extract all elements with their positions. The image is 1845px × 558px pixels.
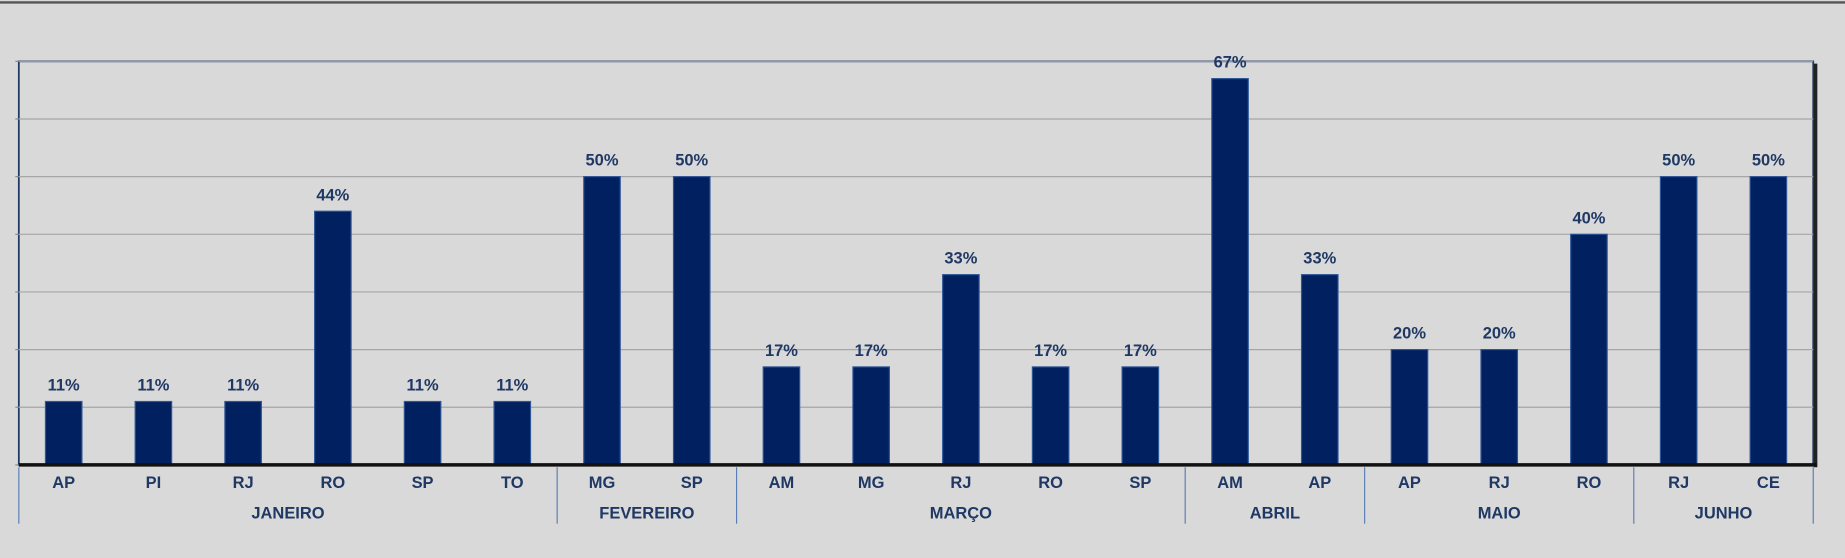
bar — [1121, 366, 1160, 466]
value-label: 50% — [586, 152, 619, 170]
bar — [1300, 274, 1339, 466]
x-tick-label: RO — [1038, 474, 1063, 492]
bar — [224, 400, 262, 466]
bar — [1211, 78, 1249, 466]
bar — [403, 400, 442, 466]
x-tick-label: SP — [681, 474, 703, 492]
x-tick-label: AP — [1308, 474, 1331, 492]
bar — [1031, 366, 1070, 466]
x-tick-label: RO — [320, 474, 345, 492]
value-label: 67% — [1214, 54, 1247, 72]
value-label: 11% — [137, 377, 169, 395]
group-label: FEVEREIRO — [599, 505, 694, 523]
x-tick-label: RJ — [233, 474, 254, 492]
value-label: 17% — [855, 342, 888, 360]
value-label: 50% — [675, 152, 708, 170]
group-label: JUNHO — [1695, 505, 1753, 523]
value-label: 40% — [1572, 209, 1605, 227]
value-label: 33% — [944, 250, 977, 268]
value-label: 11% — [407, 377, 439, 395]
value-label: 11% — [227, 377, 259, 395]
x-tick-label: SP — [1129, 474, 1151, 492]
x-tick-label: SP — [412, 474, 434, 492]
x-tick-label: RJ — [950, 474, 971, 492]
value-label: 50% — [1662, 152, 1695, 170]
x-tick-label: TO — [501, 474, 524, 492]
bar — [493, 400, 532, 466]
x-tick-label: RJ — [1489, 474, 1510, 492]
bar — [1749, 176, 1788, 466]
x-tick-label: RJ — [1668, 474, 1689, 492]
value-label: 50% — [1752, 152, 1785, 170]
x-tick-label: RO — [1577, 474, 1602, 492]
x-tick-label: AM — [1217, 474, 1243, 492]
x-tick-label: CE — [1757, 474, 1780, 492]
group-label: ABRIL — [1250, 505, 1300, 523]
bar — [583, 176, 621, 466]
x-tick-label: AP — [1398, 474, 1421, 492]
x-tick-label: MG — [858, 474, 885, 492]
bar — [44, 400, 83, 466]
x-tick-label: MG — [589, 474, 616, 492]
bar — [1659, 176, 1698, 466]
bar — [852, 366, 890, 466]
bar — [314, 210, 352, 466]
x-tick-label: AP — [52, 474, 75, 492]
value-label: 20% — [1483, 325, 1516, 343]
bar — [134, 400, 173, 466]
bar — [1570, 233, 1608, 466]
group-label: MARÇO — [930, 505, 992, 523]
bar — [672, 176, 711, 466]
bar — [942, 274, 980, 466]
value-label: 33% — [1303, 250, 1336, 268]
value-label: 44% — [316, 186, 349, 204]
x-tick-label: AM — [769, 474, 795, 492]
value-label: 17% — [1124, 342, 1157, 360]
value-label: 20% — [1393, 325, 1426, 343]
value-label: 17% — [765, 342, 798, 360]
group-label: JANEIRO — [251, 505, 324, 523]
bar — [1390, 349, 1429, 466]
value-label: 11% — [48, 377, 80, 395]
bar — [762, 366, 801, 466]
bar — [1480, 349, 1519, 466]
value-label: 11% — [496, 377, 528, 395]
x-tick-label: PI — [146, 474, 162, 492]
group-label: MAIO — [1478, 505, 1521, 523]
value-label: 17% — [1034, 342, 1067, 360]
